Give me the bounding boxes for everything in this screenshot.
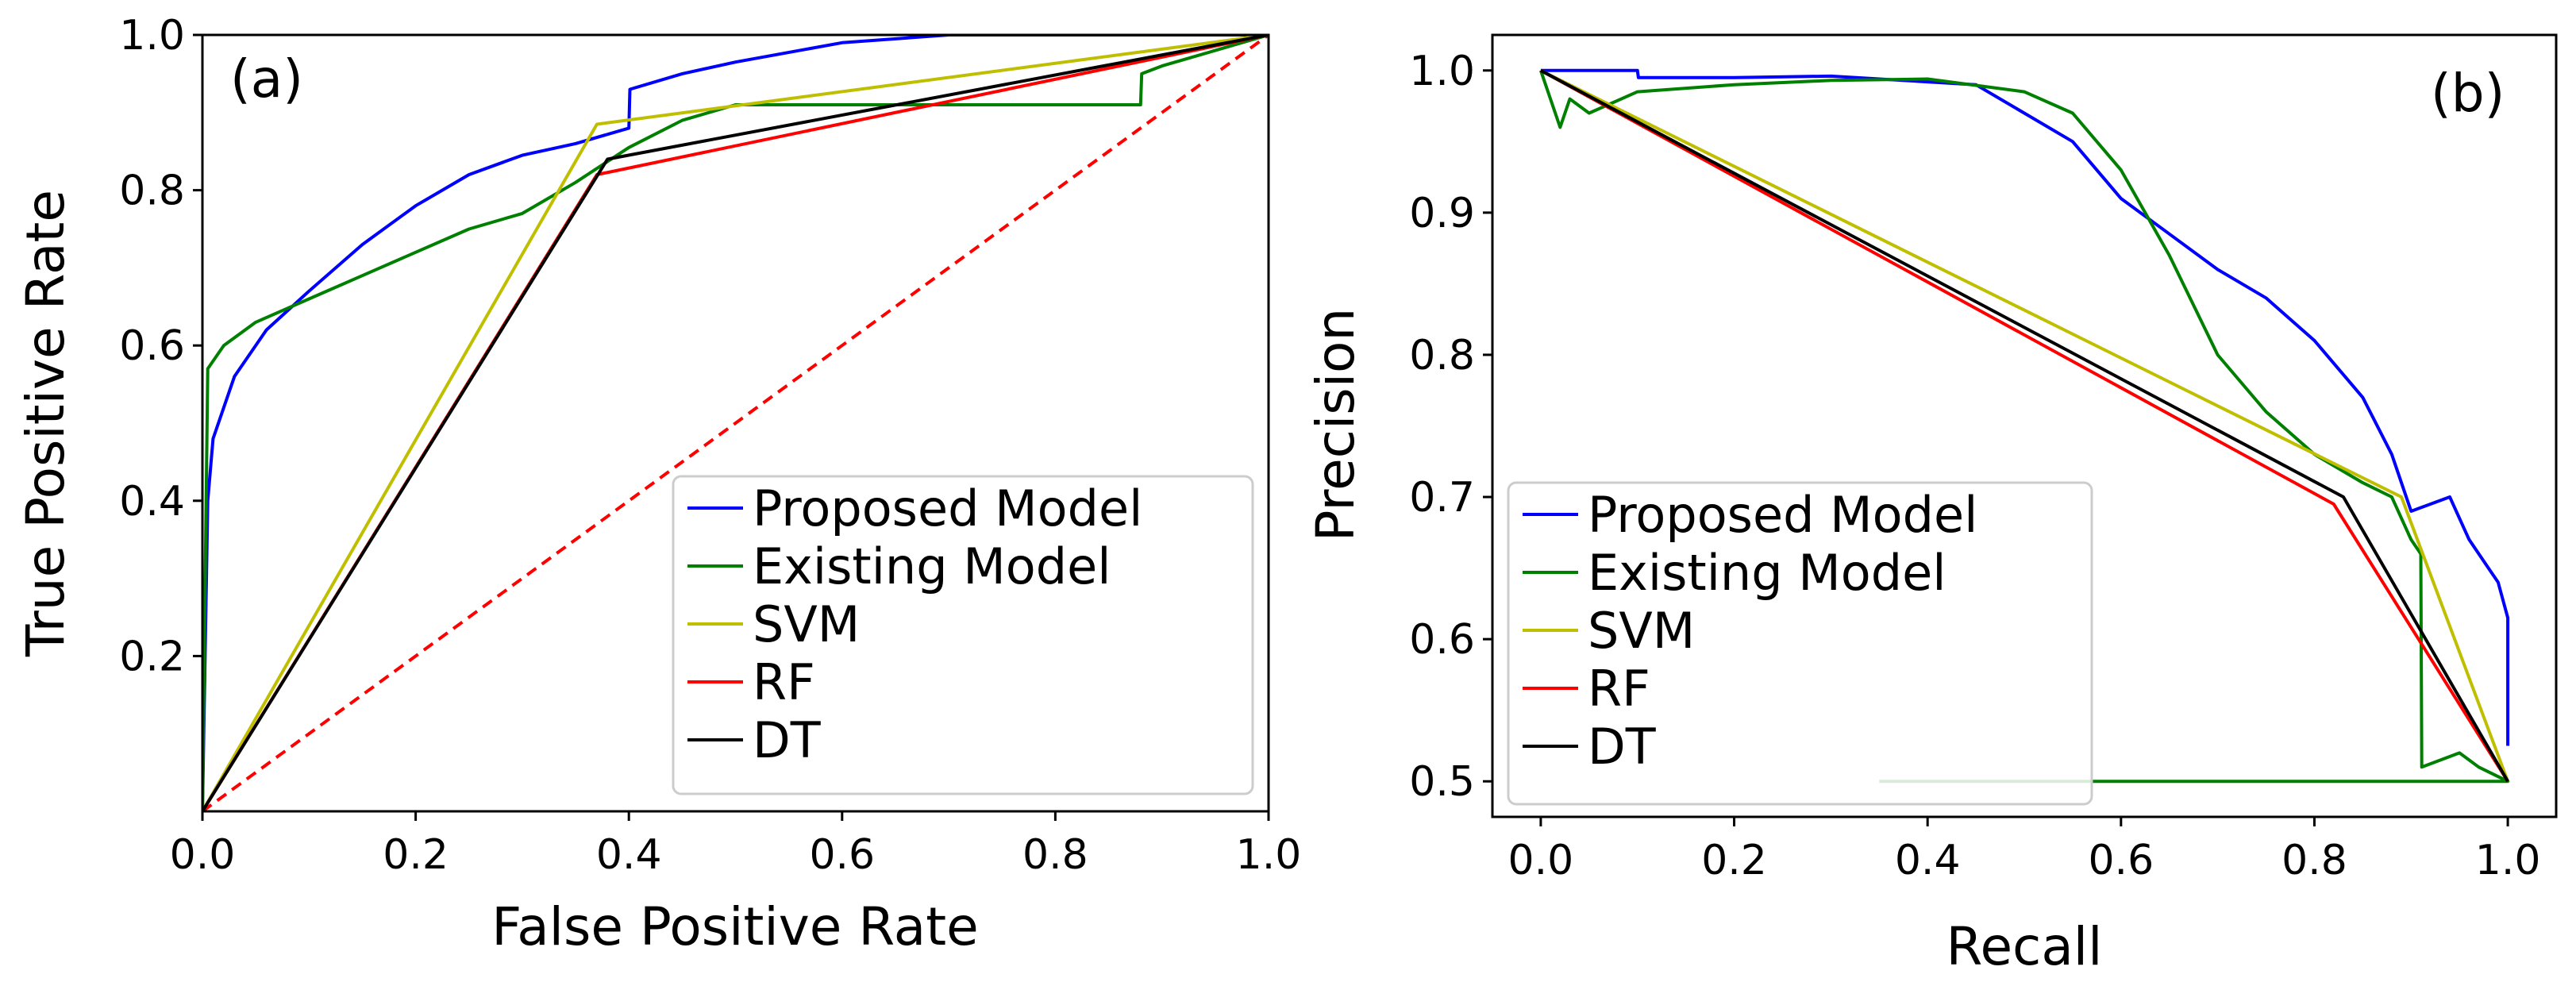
series-line-proposed-model — [1540, 68, 2510, 746]
plot-area-a — [202, 35, 1269, 811]
x-tick-label: 0.8 — [1022, 831, 1088, 879]
series-line-existing-model — [1539, 70, 2510, 784]
panel-label-a: (a) — [230, 48, 303, 110]
legend-box — [1507, 481, 2093, 806]
x-axis-label-a: False Positive Rate — [491, 896, 978, 957]
y-axis-label-b: Precision — [1305, 308, 1366, 542]
x-tick-label: 0.2 — [383, 831, 449, 879]
series-line-proposed-model — [202, 35, 1269, 811]
legend-label-svm: SVM — [753, 595, 860, 653]
y-tick-label: 0.4 — [119, 478, 185, 526]
x-tick-labels-b: 0.0 0.2 0.4 0.6 0.8 1.0 — [1508, 817, 2541, 884]
y-tick-label: 0.8 — [119, 168, 185, 215]
x-tick-label: 0.6 — [2088, 837, 2154, 884]
legend-label-rf: RF — [753, 653, 815, 711]
legend-label-existing-model: Existing Model — [753, 537, 1111, 595]
x-tick-label: 1.0 — [2475, 837, 2541, 884]
y-tick-label: 0.6 — [119, 322, 185, 370]
x-tick-label: 0.0 — [170, 831, 236, 879]
roc-chart: (a) 0.0 0.2 0.4 0.6 0.8 1.0 0.2 0.4 0.6 0.8 1.0 F… — [15, 12, 1301, 957]
y-tick-labels-b: 0.5 0.6 0.7 0.8 0.9 1.0 — [1409, 48, 1492, 806]
precision-recall-chart: (b) 0.0 0.2 0.4 0.6 0.8 1.0 0.5 0.6 0.7 0.8 0.9 1.… — [1305, 33, 2558, 977]
reference-diagonal-line — [202, 35, 1269, 811]
plot-area-b — [1539, 68, 2510, 784]
axes-frame-b — [1491, 33, 2558, 818]
legend-label-existing-model: Existing Model — [1588, 544, 1946, 602]
legend-box — [672, 475, 1254, 795]
series-line-rf — [1539, 69, 2509, 783]
x-tick-label: 0.0 — [1508, 837, 1574, 884]
legend-label-dt: DT — [753, 711, 822, 769]
series-line-dt — [202, 35, 1269, 811]
legend-label-proposed-model: Proposed Model — [1588, 486, 1977, 544]
x-axis-label-b: Recall — [1946, 916, 2103, 977]
y-tick-label: 0.5 — [1409, 758, 1475, 806]
y-tick-label: 0.8 — [1409, 332, 1475, 379]
series-line-dt — [1539, 69, 2509, 783]
y-axis-label-a: True Positive Rate — [15, 190, 76, 657]
y-tick-label: 1.0 — [119, 12, 185, 60]
series-line-svm — [202, 35, 1269, 811]
y-tick-label: 0.2 — [119, 633, 185, 680]
y-tick-label: 1.0 — [1409, 48, 1475, 95]
x-tick-label: 0.2 — [1701, 837, 1767, 884]
legend-label-dt: DT — [1588, 718, 1657, 776]
series-line-svm — [1540, 69, 2509, 782]
axes-frame-a — [201, 33, 1270, 813]
x-tick-label: 1.0 — [1236, 831, 1302, 879]
y-tick-labels-a: 0.2 0.4 0.6 0.8 1.0 — [119, 12, 202, 680]
legend-label-proposed-model: Proposed Model — [753, 479, 1142, 537]
x-tick-label: 0.4 — [596, 831, 662, 879]
y-tick-label: 0.6 — [1409, 616, 1475, 664]
x-tick-label: 0.4 — [1895, 837, 1961, 884]
y-tick-label: 0.7 — [1409, 474, 1475, 522]
x-tick-label: 0.6 — [809, 831, 875, 879]
legend-label-svm: SVM — [1588, 602, 1695, 660]
x-tick-labels-a: 0.0 0.2 0.4 0.6 0.8 1.0 — [170, 811, 1302, 879]
y-tick-label: 0.9 — [1409, 190, 1475, 237]
panel-label-b: (b) — [2431, 63, 2505, 124]
x-tick-label: 0.8 — [2281, 837, 2347, 884]
legend-label-rf: RF — [1588, 660, 1650, 718]
